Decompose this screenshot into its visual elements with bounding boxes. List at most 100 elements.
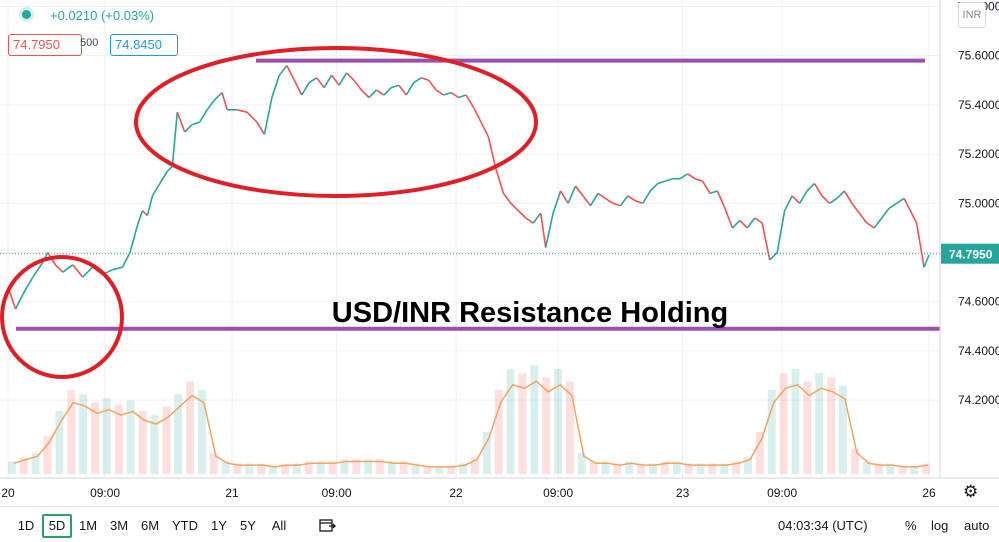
timeframe-all[interactable]: All (271, 518, 287, 533)
volume-bar (482, 432, 491, 474)
current-price-tag-label: 74.7950 (949, 248, 993, 262)
volume-bar (637, 463, 646, 474)
annotation-ellipse-top (134, 46, 538, 198)
volume-bar (708, 463, 717, 474)
x-tick-label: 26 (922, 486, 936, 500)
volume-bar (732, 461, 741, 474)
timeframe-ytd[interactable]: YTD (172, 518, 198, 533)
percent-toggle[interactable]: % (905, 518, 917, 533)
chart-area[interactable]: USD/INR Resistance Holding75.800075.6000… (0, 0, 999, 507)
price-segment (420, 77, 429, 82)
price-segment (739, 219, 748, 229)
price-segment (881, 207, 890, 219)
volume-bar (850, 448, 859, 474)
y-tick-label: 75.0000 (958, 196, 999, 210)
price-segment (532, 212, 542, 224)
price-segment (829, 197, 838, 204)
volume-bar (803, 381, 812, 474)
price-segment (472, 106, 482, 123)
timeframe-6m[interactable]: 6M (140, 518, 160, 533)
price-segment (278, 65, 288, 76)
volume-bar (660, 461, 669, 474)
price-segment (405, 82, 415, 96)
price-segment (915, 222, 925, 268)
timeframe-1m[interactable]: 1M (78, 518, 98, 533)
volume-bar (364, 459, 373, 474)
x-tick-label: 23 (676, 486, 690, 500)
price-segment (813, 183, 823, 197)
price-segment (694, 177, 703, 182)
price-segment (413, 77, 422, 84)
price-segment (286, 65, 296, 81)
price-segment (383, 87, 392, 96)
price-segment (176, 111, 186, 133)
sell-price-button[interactable]: 74.7950 (8, 34, 82, 56)
volume-bar (55, 411, 64, 474)
price-segment (635, 200, 644, 205)
price-segment (701, 180, 711, 194)
volume-bar (767, 390, 776, 474)
log-toggle[interactable]: log (931, 518, 949, 533)
timeframe-5y[interactable]: 5Y (240, 518, 256, 533)
price-segment (458, 94, 467, 99)
price-segment (82, 266, 94, 278)
volume-bar (281, 463, 289, 474)
volume-bar (494, 390, 503, 474)
buy-price-button[interactable]: 74.8450 (110, 34, 178, 56)
price-segment (398, 84, 407, 96)
volume-bar (411, 463, 420, 474)
volume-bar (589, 461, 598, 474)
volume-bar (554, 369, 562, 474)
price-segment (574, 185, 584, 197)
utc-clock[interactable]: 04:03:34 (UTC) (778, 518, 868, 533)
price-segment (754, 217, 763, 224)
price-segment (858, 212, 868, 224)
price-segment (112, 266, 123, 271)
price-segment (191, 121, 200, 126)
volume-bar (269, 465, 278, 474)
volume-bar (649, 463, 657, 474)
price-segment (428, 79, 437, 91)
volume-bar (162, 406, 171, 474)
volume-bar (43, 436, 52, 474)
auto-toggle[interactable]: auto (964, 518, 990, 533)
volume-bar (447, 465, 456, 474)
price-segment (308, 77, 318, 84)
price-segment (769, 251, 778, 261)
timeframe-5d[interactable]: 5D (42, 514, 72, 538)
price-segment (642, 190, 651, 204)
volume-bar (862, 461, 871, 474)
x-tick-label: 22 (449, 486, 463, 500)
volume-bar (791, 369, 800, 474)
price-segment (627, 195, 636, 202)
timeframe-1d[interactable]: 1D (17, 518, 35, 533)
price-segment (716, 190, 726, 209)
volume-bar (874, 463, 883, 474)
timeframe-1y[interactable]: 1Y (211, 518, 227, 533)
volume-bar (340, 459, 349, 474)
volume-bar (257, 463, 266, 474)
price-segment (221, 92, 228, 111)
volume-bar (209, 453, 218, 474)
price-segment (443, 91, 452, 96)
x-tick-label: 21 (225, 486, 239, 500)
settings-gear-icon[interactable]: ⚙ (963, 482, 979, 501)
price-segment (345, 72, 355, 81)
price-segment (791, 195, 801, 204)
x-tick-label: 09:00 (322, 486, 352, 500)
volume-bar (352, 459, 361, 474)
volume-bar (245, 463, 254, 474)
volume-bar (886, 463, 895, 474)
volume-bar (304, 461, 313, 474)
price-segment (480, 121, 490, 138)
market-open-dot (22, 10, 31, 19)
price-segment (32, 261, 44, 278)
price-segment (450, 91, 460, 99)
price-segment (465, 94, 475, 108)
current-price-tag (941, 243, 999, 264)
price-segment (14, 293, 24, 310)
price-segment (502, 192, 512, 204)
price-segment (435, 89, 445, 96)
timeframe-3m[interactable]: 3M (109, 518, 129, 533)
date-range-icon[interactable] (318, 518, 338, 534)
